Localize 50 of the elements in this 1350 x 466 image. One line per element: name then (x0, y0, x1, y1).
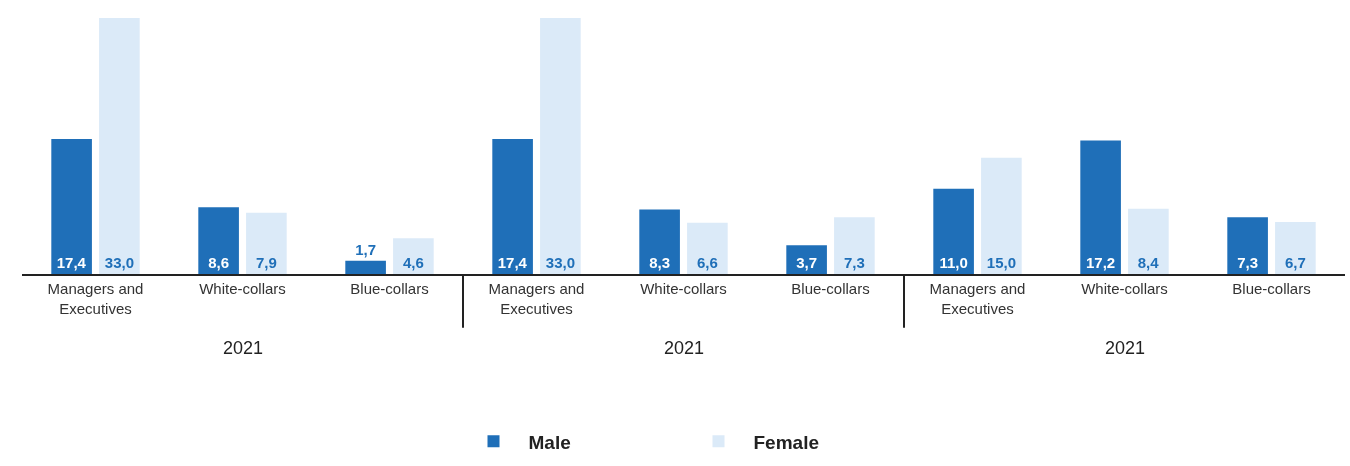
data-label: 17,2 (1086, 254, 1116, 271)
data-label: 33,0 (104, 254, 134, 271)
x-tick-label: Blue-collars (350, 280, 429, 297)
data-label: 7,9 (255, 254, 277, 271)
data-label: 15,0 (986, 254, 1016, 271)
data-label: 6,7 (1284, 254, 1306, 271)
bar (99, 18, 140, 274)
data-label: 8,3 (649, 254, 671, 271)
data-label: 4,6 (402, 254, 424, 271)
x-tick-label: Managers and Executives (929, 280, 1026, 317)
bar (981, 157, 1022, 274)
legend-label: Male (528, 431, 571, 453)
bar (540, 18, 581, 274)
data-label: 8,6 (208, 254, 230, 271)
bar (345, 260, 386, 274)
bar (639, 209, 680, 274)
bar (492, 139, 533, 274)
x-tick-label: Blue-collars (1232, 280, 1311, 297)
data-label: 3,7 (796, 254, 818, 271)
bar (198, 207, 239, 274)
bar (1080, 140, 1121, 274)
bar (1227, 217, 1268, 274)
bar (786, 245, 827, 274)
bar (1275, 222, 1316, 274)
data-label: 7,3 (1237, 254, 1259, 271)
bar (51, 139, 92, 274)
text: 2021 (223, 338, 264, 358)
data-label: 7,3 (843, 254, 865, 271)
legend-label: Female (753, 431, 819, 453)
data-label: 33,0 (545, 254, 575, 271)
x-tick-label: White-collars (640, 280, 727, 297)
x-tick-label: White-collars (199, 280, 286, 297)
data-label: 17,4 (56, 254, 87, 271)
bar (1128, 208, 1169, 274)
data-label: 6,6 (696, 254, 718, 271)
x-tick-label: Managers and Executives (488, 280, 585, 317)
bar (393, 238, 434, 274)
bar (687, 222, 728, 274)
bar (246, 212, 287, 274)
bar (933, 188, 974, 274)
x-tick-label: White-collars (1081, 280, 1168, 297)
x-tick-label: Blue-collars (791, 280, 870, 297)
data-label: 17,4 (497, 254, 528, 271)
data-label: 1,7 (355, 240, 377, 258)
text: 2021 (1105, 338, 1146, 358)
bar (834, 217, 875, 274)
data-label: 8,4 (1137, 254, 1160, 271)
x-tick-label: Managers and Executives (47, 280, 144, 317)
data-label: 11,0 (939, 254, 968, 271)
text: 2021 (664, 338, 705, 358)
